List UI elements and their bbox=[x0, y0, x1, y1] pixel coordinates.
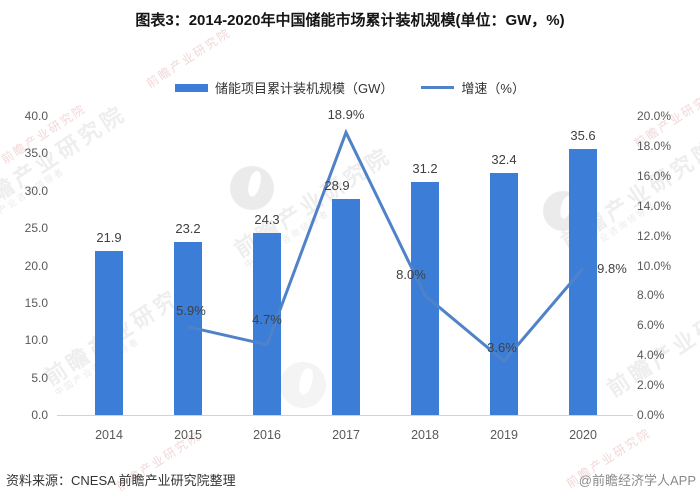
x-axis-label-2020: 2020 bbox=[569, 428, 597, 442]
y2-axis-tick-label: 10.0% bbox=[637, 258, 672, 273]
y-axis-tick-label: 40.0 bbox=[24, 109, 48, 123]
line-series-swatch-icon bbox=[421, 86, 455, 89]
bar-2018 bbox=[411, 181, 439, 415]
bar-2016 bbox=[253, 233, 281, 415]
line-value-label-2017: 18.9% bbox=[327, 107, 365, 123]
legend: 储能项目累计装机规模（GW） 增速（%） bbox=[0, 78, 700, 97]
bar-value-label-2015: 23.2 bbox=[175, 220, 201, 236]
copyright-note: @前瞻经济学人APP bbox=[578, 473, 696, 488]
y-axis-tick-label: 20.0 bbox=[24, 258, 48, 273]
y2-axis-tick-label: 18.0% bbox=[637, 138, 672, 153]
line-value-label-2020: 9.8% bbox=[597, 261, 627, 277]
y-axis-tick-label: 30.0 bbox=[24, 183, 48, 198]
y-axis-tick-label: 25.0 bbox=[24, 221, 48, 236]
watermark-logo bbox=[280, 362, 326, 408]
y2-axis-tick-label: 2.0% bbox=[637, 378, 665, 393]
bar-2019 bbox=[490, 172, 518, 415]
bar-value-label-2020: 35.6 bbox=[570, 127, 596, 143]
y2-axis-tick-label: 8.0% bbox=[637, 288, 665, 303]
x-axis-label-2017: 2017 bbox=[332, 428, 360, 442]
y-axis-tick-label: 0.0 bbox=[31, 408, 48, 422]
bar-value-label-2016: 24.3 bbox=[254, 212, 280, 228]
bar-2017 bbox=[332, 198, 360, 415]
y2-axis-tick-label: 16.0% bbox=[637, 168, 672, 183]
legend-label-installed-capacity: 储能项目累计装机规模（GW） bbox=[215, 81, 394, 96]
bar-2014 bbox=[95, 251, 123, 415]
x-axis-label-2016: 2016 bbox=[253, 428, 281, 442]
y-axis-tick-label: 15.0 bbox=[24, 295, 48, 310]
y-axis-tick-label: 10.0 bbox=[24, 333, 48, 348]
line-value-label-2016: 4.7% bbox=[252, 311, 282, 327]
bar-series-swatch-icon bbox=[175, 83, 209, 92]
y2-axis-tick-label: 14.0% bbox=[637, 198, 672, 213]
x-axis-label-2014: 2014 bbox=[95, 428, 123, 442]
legend-label-growth-rate: 增速（%） bbox=[461, 81, 525, 96]
y2-axis-tick-label: 6.0% bbox=[637, 318, 665, 333]
bar-value-label-2017: 28.9 bbox=[324, 177, 350, 193]
x-axis-line bbox=[57, 415, 633, 416]
y-axis-tick-label: 5.0 bbox=[31, 370, 48, 385]
x-axis-label-2015: 2015 bbox=[174, 428, 202, 442]
y2-axis-tick-label: 12.0% bbox=[637, 228, 672, 243]
bar-value-label-2014: 21.9 bbox=[96, 230, 122, 246]
line-value-label-2015: 5.9% bbox=[176, 302, 206, 318]
y2-axis-tick-label: 4.0% bbox=[637, 348, 665, 363]
bar-2020 bbox=[569, 148, 597, 415]
line-value-label-2018: 8.0% bbox=[396, 267, 426, 283]
x-axis-label-2019: 2019 bbox=[490, 428, 518, 442]
bar-value-label-2018: 31.2 bbox=[412, 160, 438, 176]
y2-axis-tick-label: 20.0% bbox=[637, 109, 672, 123]
bar-value-label-2019: 32.4 bbox=[491, 151, 517, 167]
chart-title: 图表3：2014-2020年中国储能市场累计装机规模(单位：GW，%) bbox=[135, 12, 565, 29]
line-value-label-2019: 3.6% bbox=[487, 340, 517, 356]
y-axis-tick-label: 35.0 bbox=[24, 146, 48, 161]
x-axis-label-2018: 2018 bbox=[411, 428, 439, 442]
source-note: 资料来源：CNESA 前瞻产业研究院整理 bbox=[6, 473, 236, 488]
legend-item-installed-capacity: 储能项目累计装机规模（GW） bbox=[175, 78, 393, 97]
legend-item-growth-rate: 增速（%） bbox=[421, 78, 525, 97]
y2-axis-tick-label: 0.0% bbox=[637, 408, 665, 422]
watermark-logo bbox=[230, 166, 274, 210]
